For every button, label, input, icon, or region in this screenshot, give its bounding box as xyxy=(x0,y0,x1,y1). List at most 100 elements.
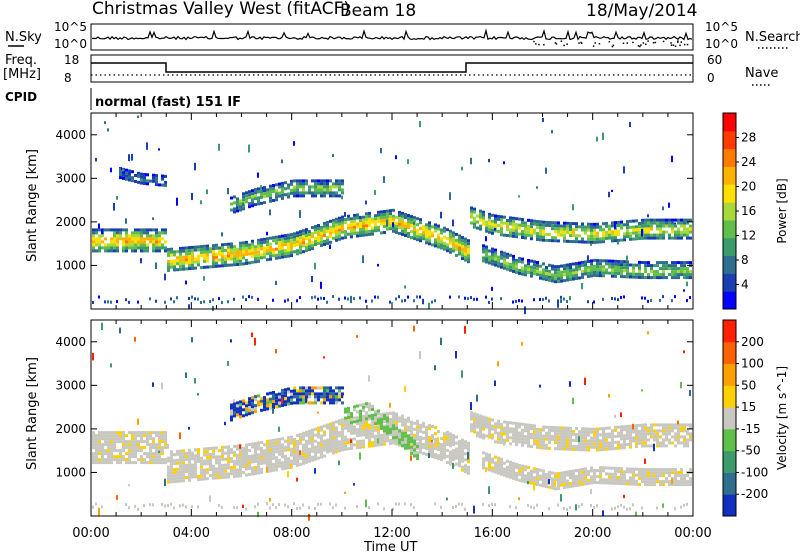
heatmap-cell xyxy=(287,448,290,452)
heatmap-cell xyxy=(149,458,152,462)
heatmap-cell xyxy=(263,455,266,459)
heatmap-cell xyxy=(647,483,650,487)
heatmap-cell xyxy=(278,404,281,408)
heatmap-cell xyxy=(593,430,596,434)
heatmap-cell xyxy=(185,249,188,253)
heatmap-cell xyxy=(389,209,392,213)
heatmap-cell xyxy=(689,426,692,430)
heatmap-cell xyxy=(557,265,560,269)
heatmap-cell xyxy=(305,457,308,461)
heatmap-cell xyxy=(635,511,637,517)
heatmap-cell xyxy=(428,227,431,231)
heatmap-cell xyxy=(302,398,305,402)
heatmap-cell xyxy=(656,273,659,277)
heatmap-cell xyxy=(485,452,488,456)
heatmap-cell xyxy=(515,232,518,236)
heatmap-cell xyxy=(173,474,176,478)
heatmap-cell xyxy=(332,230,335,234)
heatmap-cell xyxy=(314,182,317,186)
heatmap-cell xyxy=(605,230,608,234)
heatmap-cell xyxy=(497,217,500,221)
heatmap-cell xyxy=(518,440,521,444)
heatmap-cell xyxy=(266,194,269,198)
heatmap-cell xyxy=(344,506,346,510)
heatmap-cell xyxy=(311,437,314,441)
heatmap-cell xyxy=(530,219,533,223)
heatmap-cell xyxy=(584,260,587,264)
heatmap-cell xyxy=(686,227,689,231)
heatmap-cell xyxy=(620,446,623,450)
heatmap-cell xyxy=(146,228,149,232)
heatmap-cell xyxy=(509,216,512,220)
heatmap-cell xyxy=(671,423,674,427)
heatmap-cell xyxy=(617,425,620,429)
heatmap-cell xyxy=(497,471,500,475)
heatmap-cell xyxy=(164,478,166,487)
heatmap-cell xyxy=(410,441,413,445)
heatmap-cell xyxy=(146,455,149,459)
heatmap-cell xyxy=(434,226,437,230)
heatmap-cell xyxy=(98,443,101,447)
heatmap-cell xyxy=(437,430,440,434)
heatmap-cell xyxy=(320,296,322,300)
heatmap-cell xyxy=(620,437,623,441)
heatmap-cell xyxy=(398,295,400,299)
heatmap-cell xyxy=(290,398,293,402)
colorbar-segment xyxy=(723,202,736,221)
heatmap-cell xyxy=(302,455,305,459)
heatmap-cell xyxy=(254,445,257,448)
heatmap-cell xyxy=(293,185,296,189)
heatmap-cell xyxy=(620,220,623,224)
heatmap-cell xyxy=(650,267,653,271)
heatmap-cell xyxy=(641,426,644,430)
heatmap-cell xyxy=(503,429,506,433)
heatmap-cell xyxy=(530,478,533,482)
heatmap-cell xyxy=(242,262,245,266)
heatmap-cell xyxy=(569,296,571,301)
heatmap-cell xyxy=(674,507,676,511)
heatmap-cell xyxy=(395,435,398,439)
heatmap-cell xyxy=(134,431,137,435)
heatmap-cell xyxy=(332,389,335,393)
heatmap-cell xyxy=(128,234,131,238)
heatmap-cell xyxy=(563,227,566,231)
heatmap-cell xyxy=(233,459,236,463)
heatmap-cell xyxy=(686,483,689,487)
heatmap-cell xyxy=(182,479,185,483)
heatmap-cell xyxy=(506,435,509,439)
heatmap-cell xyxy=(572,204,574,211)
heatmap-cell xyxy=(485,220,488,224)
heatmap-cell xyxy=(194,457,197,461)
heatmap-cell xyxy=(632,423,634,430)
heatmap-cell xyxy=(500,221,503,225)
heatmap-cell xyxy=(494,431,497,435)
heatmap-cell xyxy=(473,427,476,431)
heatmap-cell xyxy=(587,472,590,476)
heatmap-cell xyxy=(455,351,457,359)
heatmap-cell xyxy=(614,478,617,482)
heatmap-cell xyxy=(167,444,169,449)
heatmap-cell xyxy=(356,431,359,435)
heatmap-cell xyxy=(485,257,488,261)
heatmap-cell xyxy=(347,412,350,416)
nave-label: Nave xyxy=(745,66,778,81)
heatmap-cell xyxy=(272,438,275,442)
heatmap-cell xyxy=(524,426,527,430)
heatmap-cell xyxy=(341,418,344,422)
heatmap-cell xyxy=(455,244,458,248)
heatmap-cell xyxy=(641,471,644,474)
heatmap-cell xyxy=(425,235,428,239)
heatmap-cell xyxy=(245,243,248,247)
heatmap-cell xyxy=(530,259,533,263)
heatmap-cell xyxy=(515,477,518,481)
heatmap-cell xyxy=(647,480,650,484)
heatmap-cell xyxy=(515,440,518,443)
heatmap-cell xyxy=(365,436,368,439)
heatmap-cell xyxy=(329,389,332,393)
heatmap-cell xyxy=(173,250,176,254)
heatmap-cell xyxy=(248,397,251,401)
heatmap-cell xyxy=(167,456,170,460)
heatmap-cell xyxy=(530,271,533,275)
heatmap-cell xyxy=(572,234,575,238)
heatmap-cell xyxy=(656,477,659,481)
